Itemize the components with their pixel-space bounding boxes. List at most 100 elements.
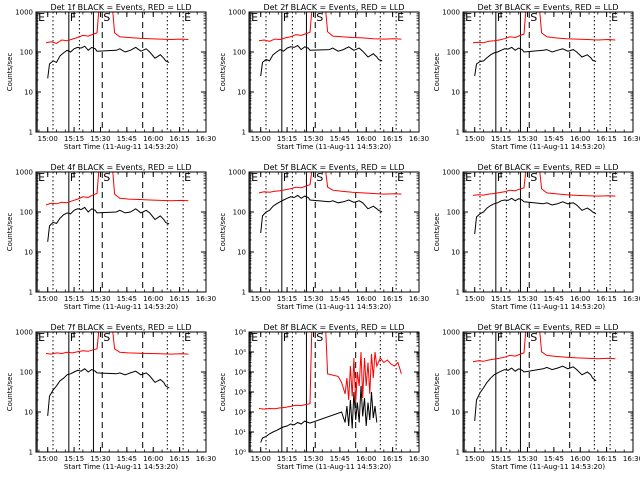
- event-marker-label: E: [397, 11, 404, 24]
- x-tick-label: 15:45: [330, 295, 350, 303]
- y-axis-label: Counts/sec: [6, 373, 14, 412]
- x-tick-label: 15:15: [64, 455, 84, 463]
- event-marker-label: S: [316, 331, 323, 344]
- x-tick-label: 15:45: [117, 135, 137, 143]
- event-marker-label: E: [611, 331, 618, 344]
- x-tick-label: 16:15: [383, 295, 403, 303]
- x-tick-label: 16:15: [170, 295, 190, 303]
- chart-panel: Det 1f BLACK = Events, RED = LLD 1 10 100 10…: [6, 3, 216, 151]
- y-tick-label: 1000: [442, 169, 460, 177]
- x-tick-label: 16:30: [196, 135, 216, 143]
- x-tick-label: 15:30: [517, 295, 537, 303]
- x-tick-label: 15:30: [517, 455, 537, 463]
- series-line: [258, 171, 402, 195]
- event-marker-label: F: [497, 11, 503, 24]
- x-tick-label: 15:15: [64, 135, 84, 143]
- event-marker-label: E: [38, 171, 45, 184]
- chart-panel: Det 7f BLACK = Events, RED = LLD 1 10 100 10…: [6, 323, 216, 471]
- x-tick-label: 15:45: [117, 455, 137, 463]
- chart-title: Det 3f BLACK = Events, RED = LLD: [477, 3, 618, 12]
- y-tick-label: 10¹: [234, 429, 246, 437]
- chart-title: Det 4f BLACK = Events, RED = LLD: [50, 163, 191, 172]
- chart-title: Det 7f BLACK = Events, RED = LLD: [50, 323, 191, 332]
- y-tick-label: 10⁵: [234, 349, 246, 357]
- chart-title: Det 2f BLACK = Events, RED = LLD: [263, 3, 404, 12]
- y-tick-label: 1: [456, 289, 460, 297]
- event-marker-label: E: [465, 331, 472, 344]
- chart-title: Det 9f BLACK = Events, RED = LLD: [477, 323, 618, 332]
- event-marker-label: E: [611, 171, 618, 184]
- x-tick-label: 16:15: [170, 135, 190, 143]
- series-line: [260, 194, 383, 233]
- series-line: [45, 11, 189, 44]
- plot-frame: [35, 171, 207, 293]
- plot-frame: [248, 11, 420, 133]
- chart-title: Det 6f BLACK = Events, RED = LLD: [477, 163, 618, 172]
- x-tick-label: 15:30: [90, 295, 110, 303]
- series-line: [260, 44, 383, 77]
- event-marker-label: E: [611, 11, 618, 24]
- chart-panel: Det 3f BLACK = Events, RED = LLD 1 10 100 10…: [433, 3, 640, 151]
- event-marker-label: E: [465, 171, 472, 184]
- y-axis-label: Counts/sec: [433, 53, 441, 92]
- x-tick-label: 16:15: [597, 455, 617, 463]
- x-axis-label: Start Time (11-Aug-11 14:53:20): [491, 303, 605, 311]
- y-tick-label: 1: [456, 449, 460, 457]
- x-tick-label: 15:00: [251, 295, 271, 303]
- x-tick-label: 16:30: [196, 455, 216, 463]
- x-tick-label: 15:45: [330, 135, 350, 143]
- y-tick-label: 100: [233, 209, 246, 217]
- y-axis-label: Counts/sec: [433, 213, 441, 252]
- y-tick-label: 1000: [442, 329, 460, 337]
- x-tick-label: 16:15: [383, 135, 403, 143]
- event-marker-label: S: [530, 171, 537, 184]
- event-marker-label: E: [465, 11, 472, 24]
- event-marker-label: F: [70, 331, 76, 344]
- plot-frame: [35, 11, 207, 133]
- x-tick-label: 15:00: [38, 295, 58, 303]
- y-tick-label: 1000: [15, 9, 33, 17]
- x-tick-label: 16:30: [623, 455, 640, 463]
- x-tick-label: 15:15: [277, 135, 297, 143]
- y-tick-label: 10: [24, 409, 33, 417]
- event-marker-label: F: [70, 11, 76, 24]
- event-marker-label: F: [70, 171, 76, 184]
- series-line: [47, 368, 170, 416]
- y-tick-label: 10⁴: [234, 369, 246, 377]
- y-tick-label: 10: [451, 409, 460, 417]
- x-tick-label: 15:15: [277, 295, 297, 303]
- x-tick-label: 16:00: [143, 135, 163, 143]
- x-tick-label: 15:45: [544, 135, 564, 143]
- event-marker-label: E: [251, 171, 258, 184]
- series-line: [45, 171, 189, 206]
- y-tick-label: 1: [29, 449, 33, 457]
- plot-frame: [248, 331, 420, 453]
- y-axis-label: Counts/sec: [6, 213, 14, 252]
- plot-frame: [462, 331, 634, 453]
- x-tick-label: 15:45: [117, 295, 137, 303]
- event-marker-label: S: [103, 11, 110, 24]
- x-tick-label: 16:00: [143, 295, 163, 303]
- chart-panel: Det 5f BLACK = Events, RED = LLD 1 10 100 10…: [219, 163, 429, 311]
- x-tick-label: 15:30: [90, 455, 110, 463]
- x-tick-label: 16:00: [570, 295, 590, 303]
- x-tick-label: 16:15: [597, 135, 617, 143]
- plot-frame: [248, 171, 420, 293]
- chart-title: Det 1f BLACK = Events, RED = LLD: [50, 3, 191, 12]
- x-tick-label: 16:30: [409, 135, 429, 143]
- x-tick-label: 15:15: [64, 295, 84, 303]
- x-tick-label: 15:15: [277, 455, 297, 463]
- x-tick-label: 16:00: [143, 455, 163, 463]
- y-tick-label: 1: [29, 289, 33, 297]
- series-line: [472, 171, 616, 197]
- event-marker-label: E: [397, 331, 404, 344]
- y-tick-label: 10²: [234, 409, 246, 417]
- series-line: [474, 365, 597, 421]
- y-tick-label: 1000: [15, 329, 33, 337]
- x-tick-label: 15:30: [303, 295, 323, 303]
- chart-panel: Det 2f BLACK = Events, RED = LLD 1 10 100 10…: [219, 3, 429, 151]
- x-tick-label: 16:00: [356, 455, 376, 463]
- x-tick-label: 16:30: [623, 135, 640, 143]
- y-tick-label: 10: [24, 249, 33, 257]
- x-tick-label: 16:30: [409, 455, 429, 463]
